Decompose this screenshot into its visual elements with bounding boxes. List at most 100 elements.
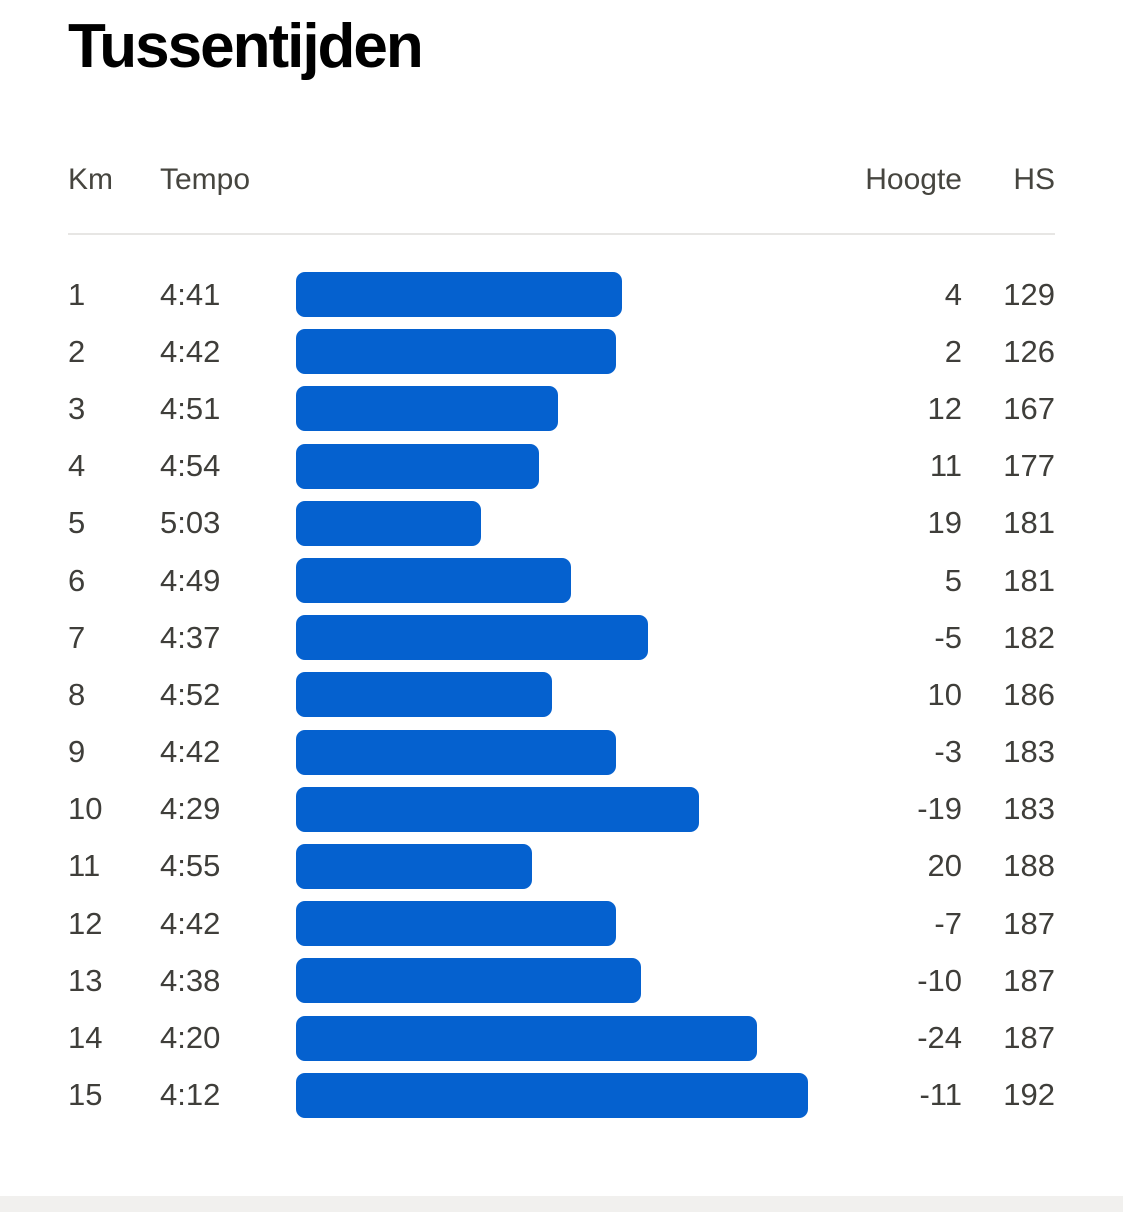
tempo-cell: 4:37 (160, 619, 221, 655)
bar-cell (296, 500, 852, 546)
header-divider (68, 233, 1055, 235)
hs-cell: 177 (1003, 448, 1055, 484)
hoogte-cell: 11 (929, 448, 962, 484)
km-cell: 9 (68, 734, 86, 770)
page-title: Tussentijden (68, 12, 424, 81)
table-row: 2 4:42 2 126 (68, 323, 1055, 380)
bottom-section-band (0, 1196, 1123, 1212)
hoogte-cell: -5 (934, 619, 962, 655)
bar-cell (296, 272, 852, 318)
hoogte-cell: -10 (917, 962, 962, 998)
hoogte-cell: -7 (934, 905, 962, 941)
tempo-cell: 4:38 (160, 962, 221, 998)
km-cell: 13 (68, 962, 103, 998)
hs-cell: 187 (1003, 1020, 1055, 1056)
hoogte-cell: 5 (944, 562, 962, 598)
hoogte-cell: 10 (927, 676, 962, 712)
table-row: 10 4:29 -19 183 (68, 781, 1055, 838)
tempo-cell: 4:55 (160, 848, 221, 884)
pace-bar (296, 843, 532, 889)
hs-cell: 192 (1003, 1077, 1055, 1113)
bar-cell (296, 329, 852, 375)
km-cell: 7 (68, 619, 86, 655)
pace-bar (296, 729, 616, 775)
km-cell: 6 (68, 562, 86, 598)
tempo-cell: 4:51 (160, 390, 221, 426)
hs-cell: 183 (1003, 734, 1055, 770)
hs-cell: 186 (1003, 676, 1055, 712)
hoogte-cell: 12 (927, 390, 962, 426)
column-header-km: Km (68, 163, 113, 196)
table-row: 14 4:20 -24 187 (68, 1009, 1055, 1066)
hs-cell: 181 (1003, 505, 1055, 541)
tempo-cell: 4:41 (160, 276, 221, 312)
column-header-hoogte: Hoogte (865, 163, 962, 196)
hs-cell: 188 (1003, 848, 1055, 884)
km-cell: 15 (68, 1077, 103, 1113)
table-row: 5 5:03 19 181 (68, 495, 1055, 552)
tempo-cell: 4:49 (160, 562, 221, 598)
table-row: 8 4:52 10 186 (68, 666, 1055, 723)
hs-cell: 126 (1003, 333, 1055, 369)
km-cell: 12 (68, 905, 103, 941)
hoogte-cell: -19 (917, 791, 962, 827)
table-row: 15 4:12 -11 192 (68, 1067, 1055, 1124)
hoogte-cell: -11 (919, 1077, 962, 1113)
bar-cell (296, 958, 852, 1004)
hoogte-cell: -24 (917, 1020, 962, 1056)
table-row: 13 4:38 -10 187 (68, 952, 1055, 1009)
tempo-cell: 5:03 (160, 505, 221, 541)
km-cell: 10 (68, 791, 103, 827)
hoogte-cell: 2 (944, 333, 962, 369)
hs-cell: 129 (1003, 276, 1055, 312)
bar-cell (296, 901, 852, 947)
bar-cell (296, 843, 852, 889)
hs-cell: 187 (1003, 905, 1055, 941)
table-row: 1 4:41 4 129 (68, 266, 1055, 323)
pace-bar (296, 500, 481, 546)
tempo-cell: 4:12 (160, 1077, 221, 1113)
hs-cell: 182 (1003, 619, 1055, 655)
pace-bar (296, 329, 616, 375)
km-cell: 4 (68, 448, 86, 484)
pace-bar (296, 958, 641, 1004)
hs-cell: 183 (1003, 791, 1055, 827)
hs-cell: 167 (1003, 390, 1055, 426)
tempo-cell: 4:52 (160, 676, 221, 712)
bar-cell (296, 1072, 852, 1118)
hoogte-cell: 19 (927, 505, 962, 541)
bar-cell (296, 615, 852, 661)
table-row: 9 4:42 -3 183 (68, 724, 1055, 781)
bar-cell (296, 386, 852, 432)
table-header-row: Km Tempo Hoogte HS (68, 160, 1055, 200)
km-cell: 3 (68, 390, 86, 426)
pace-bar (296, 615, 648, 661)
km-cell: 2 (68, 333, 86, 369)
tempo-cell: 4:42 (160, 333, 221, 369)
bar-cell (296, 672, 852, 718)
column-header-hs: HS (1013, 163, 1055, 196)
bar-cell (296, 729, 852, 775)
bar-cell (296, 1015, 852, 1061)
pace-bar (296, 386, 558, 432)
pace-bar (296, 1072, 808, 1118)
bar-cell (296, 786, 852, 832)
table-row: 11 4:55 20 188 (68, 838, 1055, 895)
km-cell: 8 (68, 676, 86, 712)
km-cell: 1 (68, 276, 86, 312)
pace-bar (296, 443, 539, 489)
column-header-tempo: Tempo (160, 163, 251, 196)
pace-bar (296, 272, 622, 318)
km-cell: 11 (68, 848, 101, 884)
table-row: 3 4:51 12 167 (68, 380, 1055, 437)
hoogte-cell: 4 (944, 276, 962, 312)
pace-bar (296, 901, 616, 947)
pace-bar (296, 786, 699, 832)
tempo-cell: 4:29 (160, 791, 221, 827)
hoogte-cell: 20 (927, 848, 962, 884)
tempo-cell: 4:42 (160, 734, 221, 770)
pace-bar (296, 1015, 757, 1061)
pace-bar (296, 558, 571, 604)
tempo-cell: 4:20 (160, 1020, 221, 1056)
km-cell: 14 (68, 1020, 103, 1056)
